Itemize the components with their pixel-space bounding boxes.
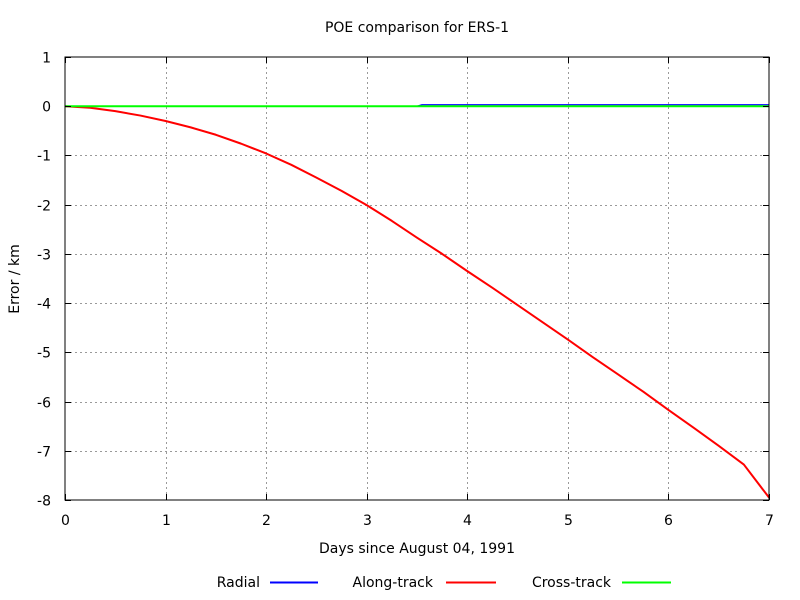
x-tick-label: 7: [765, 513, 774, 529]
legend-label: Along-track: [353, 575, 434, 591]
grid: [65, 57, 769, 500]
y-tick-label: -4: [37, 297, 51, 313]
legend: Radial Along-track Cross-track: [217, 575, 671, 591]
y-tick-label: -3: [37, 248, 51, 264]
chart-title: POE comparison for ERS-1: [325, 20, 509, 36]
y-tick-label: 0: [42, 100, 51, 116]
y-tick-label: -5: [37, 346, 51, 362]
x-tick-label: 5: [564, 513, 573, 529]
y-tick-label: -6: [37, 396, 51, 412]
y-tick-label: -8: [37, 494, 51, 510]
x-tick-label: 3: [363, 513, 372, 529]
x-tick-label: 0: [61, 513, 70, 529]
axis-ticks: 0 1 2 3 4 5 6 7 1 0 -1 -2 -3 -4 -5 -6 -7 -8: [37, 51, 774, 530]
y-tick-label: -1: [37, 149, 51, 165]
plot-frame: [64, 56, 770, 501]
legend-label: Cross-track: [532, 575, 612, 591]
x-tick-label: 6: [664, 513, 673, 529]
x-tick-label: 1: [162, 513, 171, 529]
x-tick-label: 4: [463, 513, 472, 529]
x-tick-label: 2: [262, 513, 271, 529]
plot-series: [64, 104, 770, 499]
series-line-along-track: [64, 105, 770, 499]
legend-label: Radial: [217, 575, 260, 591]
y-tick-label: 1: [42, 51, 51, 67]
x-axis-label: Days since August 04, 1991: [319, 541, 515, 557]
y-tick-label: -2: [37, 199, 51, 215]
y-tick-label: -7: [37, 445, 51, 461]
y-axis-label: Error / km: [7, 244, 23, 314]
